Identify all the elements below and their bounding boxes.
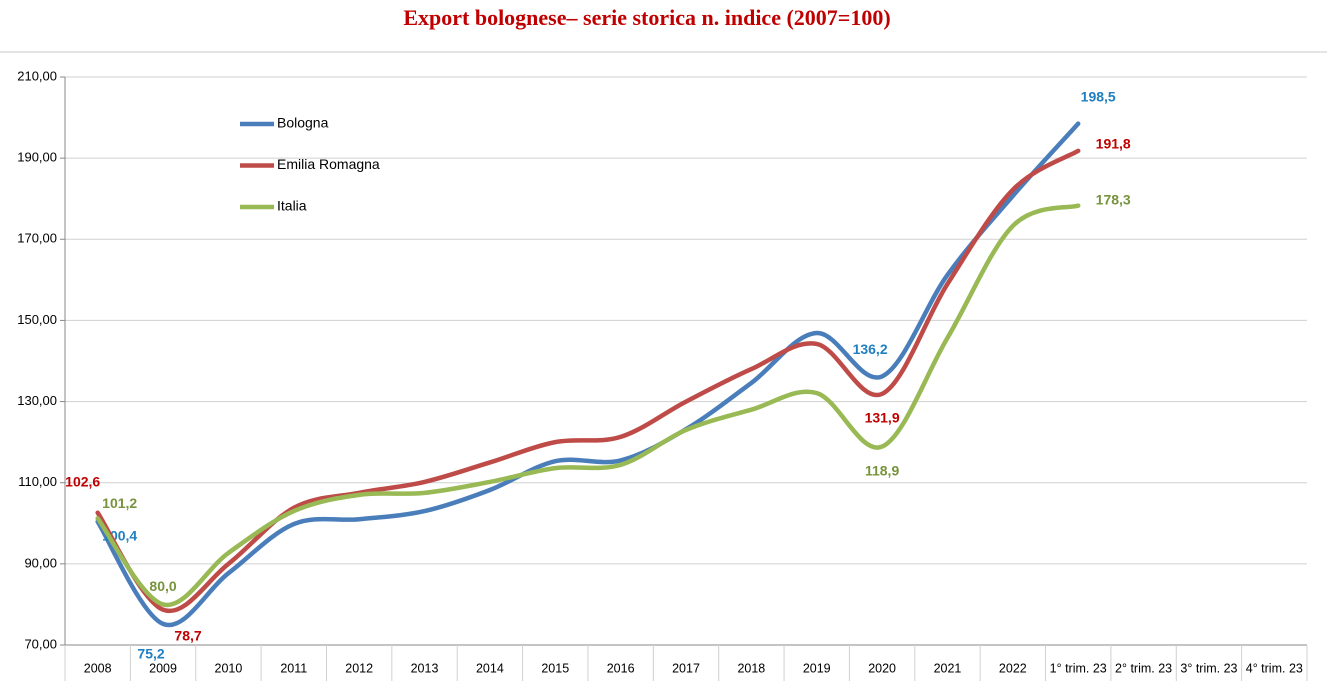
y-tick-label: 210,00: [17, 68, 57, 83]
x-tick-label: 2019: [803, 661, 831, 675]
data-label: 80,0: [149, 578, 176, 594]
x-tick-label: 3° trim. 23: [1180, 661, 1237, 675]
x-tick-label: 4° trim. 23: [1246, 661, 1303, 675]
x-tick-label: 2013: [411, 661, 439, 675]
data-label: 131,9: [865, 410, 900, 426]
data-label: 78,7: [174, 627, 201, 643]
x-tick-label: 2008: [84, 661, 112, 675]
data-label: 178,3: [1096, 191, 1131, 207]
x-tick-label: 2018: [737, 661, 765, 675]
x-tick-label: 2022: [999, 661, 1027, 675]
data-label: 136,2: [853, 341, 888, 357]
data-label: 118,9: [865, 462, 899, 478]
series-line: [95, 148, 1081, 614]
y-tick-label: 170,00: [17, 231, 57, 246]
legend-label: Emilia Romagna: [277, 156, 380, 172]
x-tick-label: 2009: [149, 661, 177, 675]
series-line: [95, 203, 1081, 608]
x-tick-label: 2015: [541, 661, 569, 675]
data-label: 101,2: [102, 495, 137, 511]
data-label: 191,8: [1096, 136, 1131, 152]
chart-title: Export bolognese– serie storica n. indic…: [403, 5, 890, 30]
data-label: 102,6: [65, 473, 100, 489]
y-tick-label: 130,00: [17, 393, 57, 408]
series-line: [95, 121, 1081, 628]
x-tick-label: 2012: [345, 661, 373, 675]
legend-label: Bologna: [277, 115, 329, 131]
x-tick-label: 1° trim. 23: [1050, 661, 1107, 675]
x-tick-label: 2010: [215, 661, 243, 675]
x-tick-label: 2° trim. 23: [1115, 661, 1172, 675]
x-tick-label: 2020: [868, 661, 896, 675]
legend-label: Italia: [277, 198, 307, 214]
x-tick-label: 2016: [607, 661, 635, 675]
x-tick-label: 2017: [672, 661, 700, 675]
x-tick-label: 2021: [934, 661, 962, 675]
y-tick-label: 110,00: [18, 474, 57, 489]
data-label: 198,5: [1081, 88, 1116, 104]
y-tick-label: 190,00: [17, 150, 57, 165]
x-tick-label: 2011: [280, 661, 307, 675]
x-tick-label: 2014: [476, 661, 504, 675]
y-tick-label: 90,00: [24, 555, 57, 570]
y-tick-label: 150,00: [17, 312, 57, 327]
y-tick-label: 70,00: [24, 636, 57, 651]
data-label: 75,2: [137, 646, 164, 662]
